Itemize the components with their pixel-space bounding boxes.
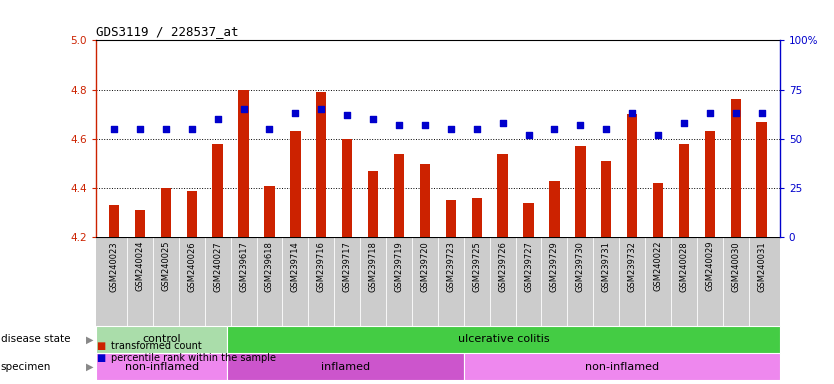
Point bbox=[289, 110, 302, 116]
Text: GSM240030: GSM240030 bbox=[731, 241, 741, 291]
Text: GSM239618: GSM239618 bbox=[265, 241, 274, 292]
Bar bbox=[497, 154, 508, 237]
Point bbox=[108, 126, 121, 132]
Text: GSM240024: GSM240024 bbox=[135, 241, 144, 291]
Text: GSM240028: GSM240028 bbox=[680, 241, 688, 291]
Text: GSM239717: GSM239717 bbox=[343, 241, 352, 292]
Point bbox=[470, 126, 484, 132]
Point bbox=[703, 110, 716, 116]
Point bbox=[314, 106, 328, 113]
Bar bbox=[316, 92, 326, 237]
Bar bbox=[135, 210, 145, 237]
Bar bbox=[601, 161, 611, 237]
Point bbox=[392, 122, 405, 128]
Point bbox=[651, 132, 665, 138]
Bar bbox=[228, 326, 780, 353]
Bar bbox=[705, 131, 715, 237]
Bar bbox=[653, 183, 663, 237]
Bar bbox=[264, 186, 274, 237]
Bar bbox=[368, 171, 379, 237]
Bar bbox=[550, 181, 560, 237]
Text: GSM240022: GSM240022 bbox=[654, 241, 662, 291]
Text: ulcerative colitis: ulcerative colitis bbox=[458, 334, 550, 344]
Text: ■: ■ bbox=[96, 353, 105, 363]
Text: GSM239719: GSM239719 bbox=[394, 241, 404, 292]
Point bbox=[626, 110, 639, 116]
Text: GSM239720: GSM239720 bbox=[420, 241, 430, 292]
Text: non-inflamed: non-inflamed bbox=[585, 362, 659, 372]
Text: GSM239731: GSM239731 bbox=[601, 241, 610, 292]
Text: GSM239726: GSM239726 bbox=[498, 241, 507, 292]
Text: disease state: disease state bbox=[1, 334, 70, 344]
Bar bbox=[756, 122, 766, 237]
Text: GSM239718: GSM239718 bbox=[369, 241, 378, 292]
Text: GSM239714: GSM239714 bbox=[291, 241, 300, 292]
Point bbox=[185, 126, 198, 132]
Point bbox=[548, 126, 561, 132]
Bar bbox=[731, 99, 741, 237]
Text: ▶: ▶ bbox=[86, 362, 93, 372]
Text: GSM239727: GSM239727 bbox=[524, 241, 533, 292]
Bar bbox=[524, 203, 534, 237]
Point bbox=[600, 126, 613, 132]
Text: GSM239723: GSM239723 bbox=[446, 241, 455, 292]
Text: GSM239725: GSM239725 bbox=[472, 241, 481, 292]
Bar bbox=[627, 114, 637, 237]
Point bbox=[522, 132, 535, 138]
Point bbox=[133, 126, 147, 132]
Bar bbox=[342, 139, 353, 237]
Point bbox=[729, 110, 742, 116]
Text: GSM240031: GSM240031 bbox=[757, 241, 766, 291]
Bar bbox=[290, 131, 300, 237]
Bar bbox=[575, 146, 585, 237]
Text: GDS3119 / 228537_at: GDS3119 / 228537_at bbox=[96, 25, 239, 38]
Point bbox=[418, 122, 431, 128]
Point bbox=[677, 120, 691, 126]
Bar bbox=[679, 144, 689, 237]
Bar bbox=[187, 190, 197, 237]
Point bbox=[237, 106, 250, 113]
Text: ■: ■ bbox=[96, 341, 105, 351]
Point bbox=[340, 112, 354, 118]
Text: GSM240025: GSM240025 bbox=[161, 241, 170, 291]
Text: ▶: ▶ bbox=[86, 334, 93, 344]
Text: GSM239617: GSM239617 bbox=[239, 241, 248, 292]
Point bbox=[211, 116, 224, 122]
Bar bbox=[394, 154, 404, 237]
Text: transformed count: transformed count bbox=[111, 341, 202, 351]
Bar bbox=[96, 353, 228, 380]
Point bbox=[263, 126, 276, 132]
Text: GSM239732: GSM239732 bbox=[628, 241, 636, 292]
Text: GSM240027: GSM240027 bbox=[214, 241, 222, 291]
Bar bbox=[471, 198, 482, 237]
Point bbox=[496, 120, 510, 126]
Bar bbox=[96, 326, 228, 353]
Bar bbox=[228, 353, 465, 380]
Text: non-inflamed: non-inflamed bbox=[124, 362, 198, 372]
Point bbox=[445, 126, 458, 132]
Bar bbox=[465, 353, 780, 380]
Text: GSM239729: GSM239729 bbox=[550, 241, 559, 292]
Point bbox=[366, 116, 379, 122]
Bar bbox=[445, 200, 456, 237]
Text: specimen: specimen bbox=[1, 362, 51, 372]
Bar bbox=[420, 164, 430, 237]
Text: control: control bbox=[143, 334, 181, 344]
Point bbox=[159, 126, 173, 132]
Text: GSM240023: GSM240023 bbox=[109, 241, 118, 291]
Bar bbox=[213, 144, 223, 237]
Bar bbox=[109, 205, 119, 237]
Text: percentile rank within the sample: percentile rank within the sample bbox=[111, 353, 276, 363]
Text: GSM240029: GSM240029 bbox=[706, 241, 715, 291]
Text: GSM239716: GSM239716 bbox=[317, 241, 326, 292]
Point bbox=[755, 110, 768, 116]
Point bbox=[574, 122, 587, 128]
Text: GSM240026: GSM240026 bbox=[188, 241, 196, 291]
Text: inflamed: inflamed bbox=[321, 362, 370, 372]
Text: GSM239730: GSM239730 bbox=[575, 241, 585, 292]
Bar bbox=[161, 188, 171, 237]
Bar bbox=[239, 89, 249, 237]
